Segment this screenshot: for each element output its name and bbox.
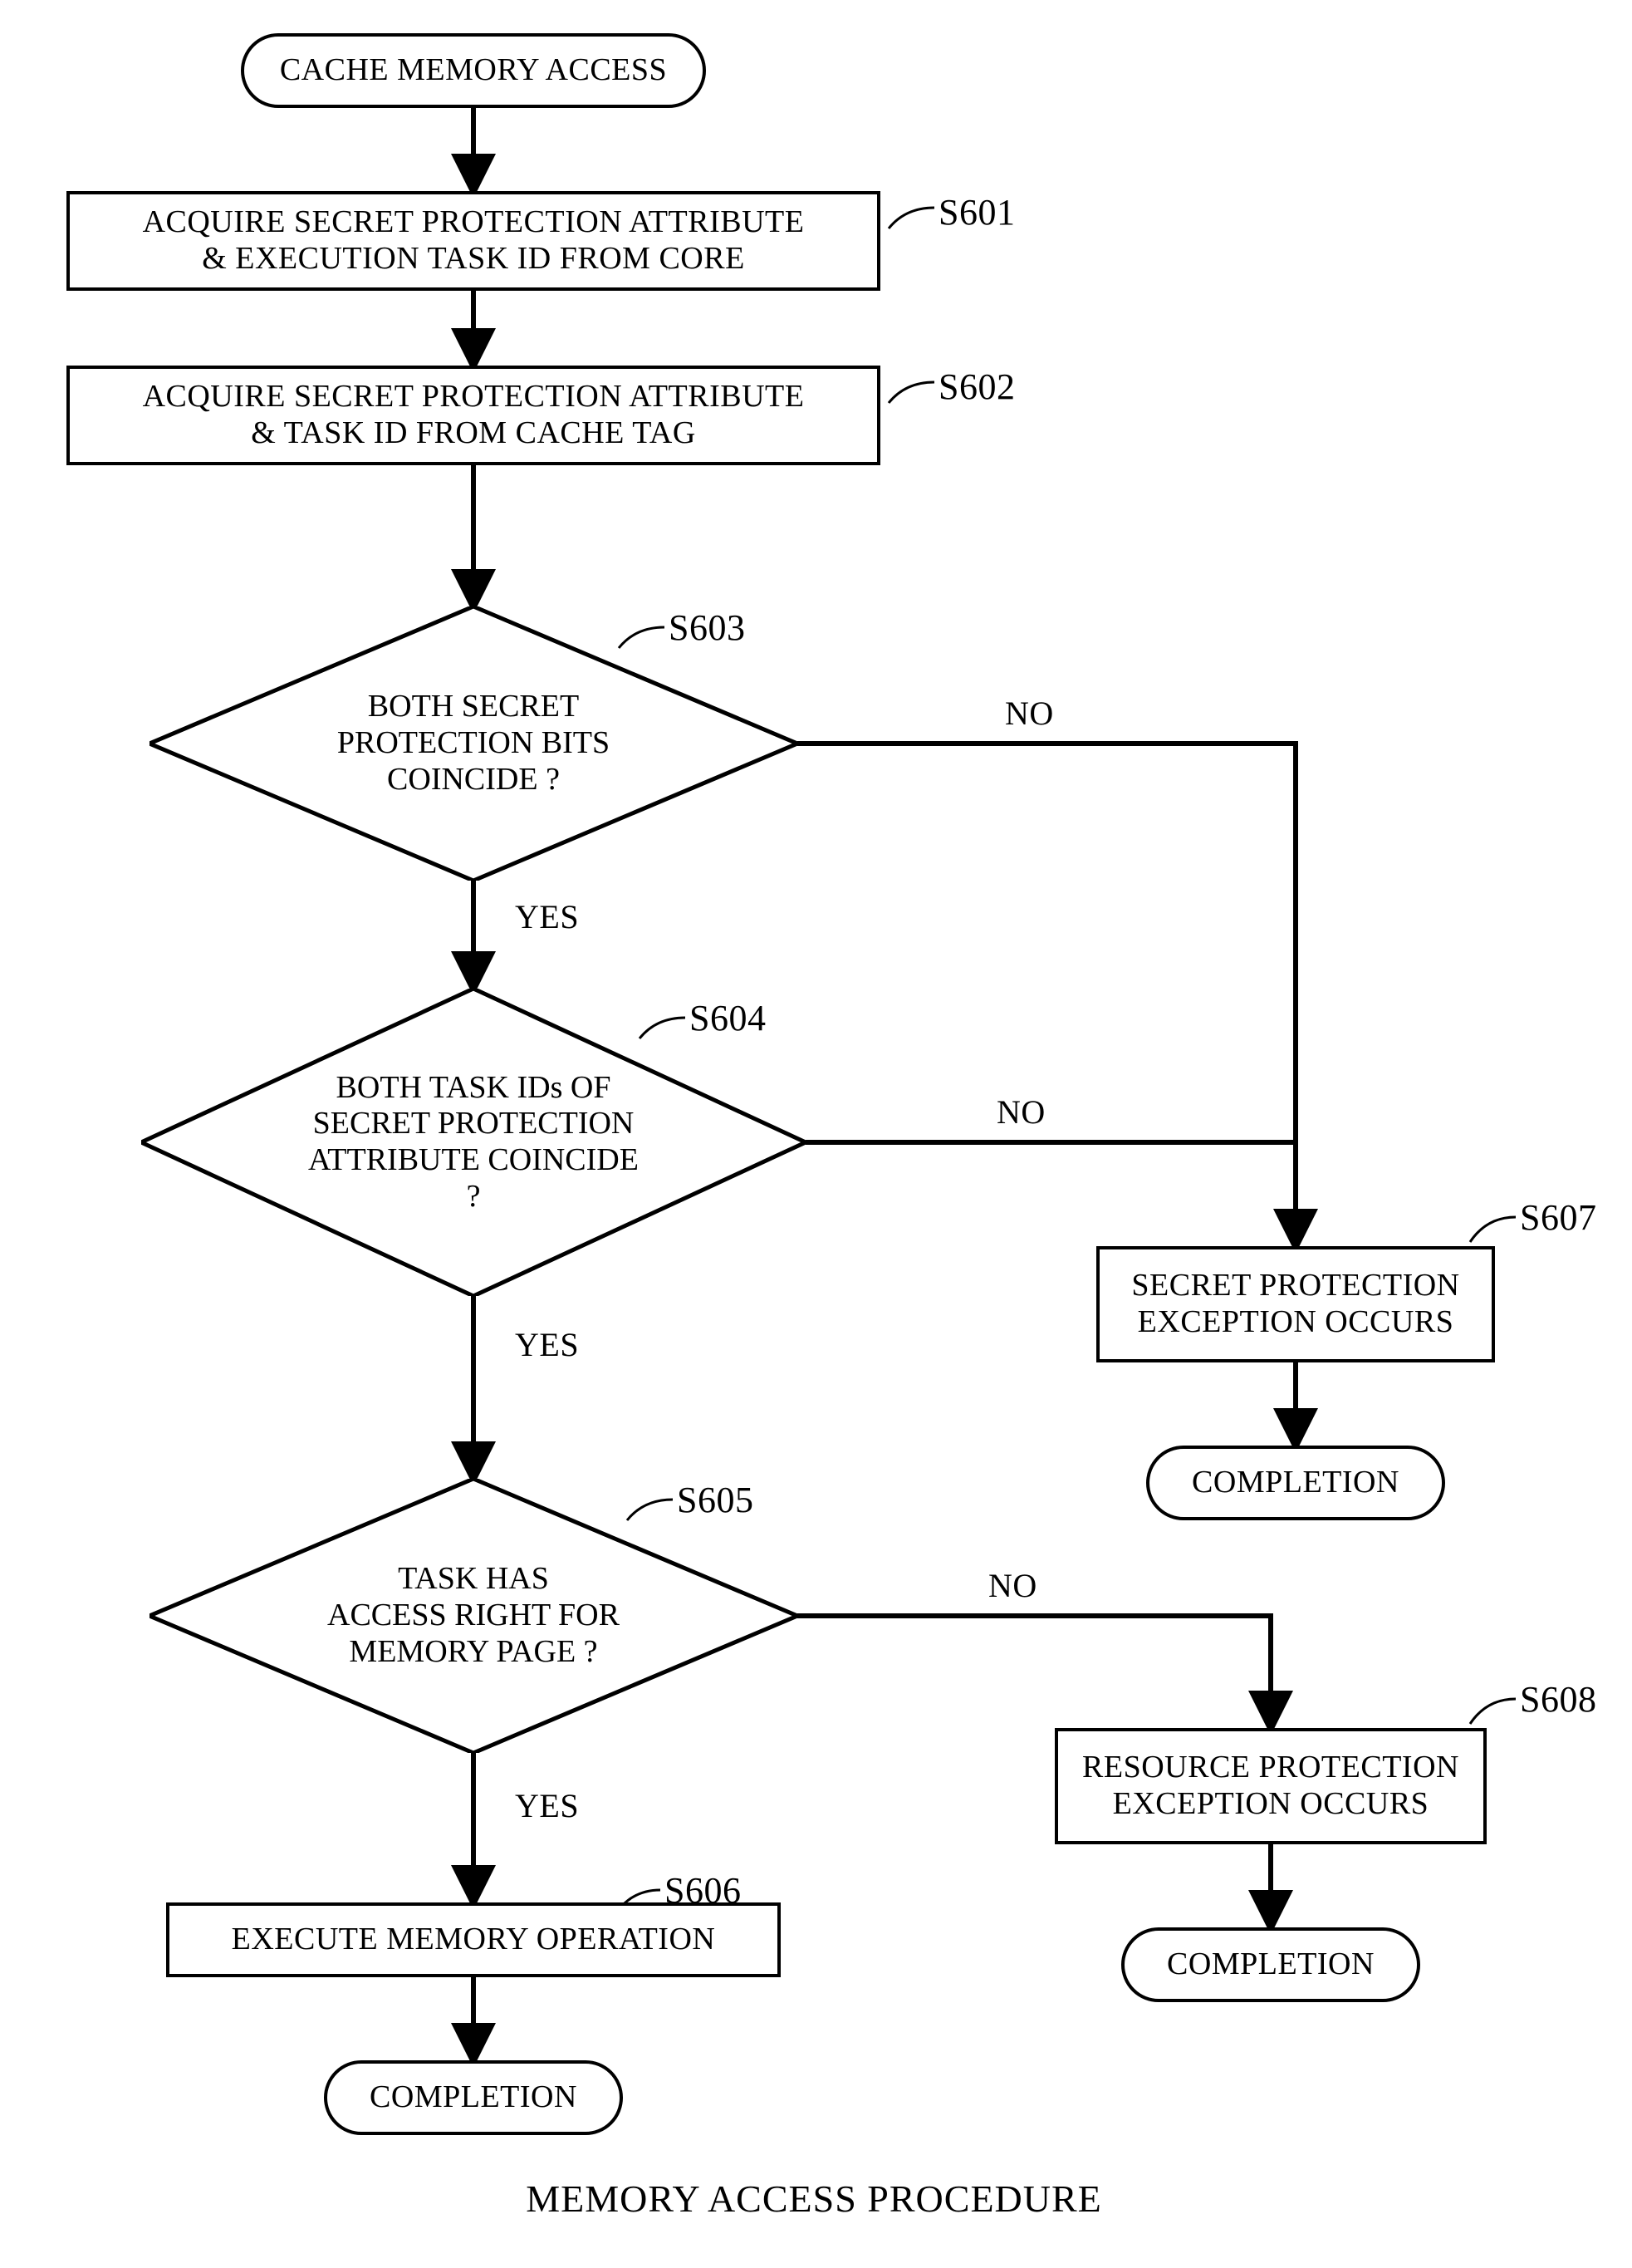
process-s606-text: EXECUTE MEMORY OPERATION (232, 1922, 716, 1958)
edge-label-no-604: NO (997, 1092, 1046, 1132)
decision-s604-text: BOTH TASK IDs OF SECRET PROTECTION ATTRI… (308, 1070, 639, 1215)
start-terminator: CACHE MEMORY ACCESS (241, 33, 706, 108)
step-label-s603: S603 (669, 606, 745, 649)
process-s601: ACQUIRE SECRET PROTECTION ATTRIBUTE & EX… (66, 191, 880, 291)
end3-text: COMPLETION (1167, 1946, 1375, 1983)
edge-label-yes-603: YES (515, 897, 579, 936)
end-terminator-3: COMPLETION (1121, 1927, 1420, 2002)
decision-s605-text: TASK HAS ACCESS RIGHT FOR MEMORY PAGE ? (327, 1561, 620, 1670)
edge-label-no-605: NO (988, 1566, 1037, 1605)
process-s608-text: RESOURCE PROTECTION EXCEPTION OCCURS (1082, 1750, 1459, 1822)
step-label-s607: S607 (1520, 1196, 1596, 1239)
process-s606: EXECUTE MEMORY OPERATION (166, 1902, 781, 1977)
step-label-s606: S606 (664, 1869, 741, 1912)
start-text: CACHE MEMORY ACCESS (280, 52, 667, 89)
process-s607: SECRET PROTECTION EXCEPTION OCCURS (1096, 1246, 1495, 1362)
step-label-s608: S608 (1520, 1678, 1596, 1721)
end2-text: COMPLETION (1192, 1465, 1399, 1501)
process-s608: RESOURCE PROTECTION EXCEPTION OCCURS (1055, 1728, 1487, 1844)
end1-text: COMPLETION (370, 2079, 577, 2116)
process-s607-text: SECRET PROTECTION EXCEPTION OCCURS (1131, 1268, 1459, 1340)
flowchart-canvas: CACHE MEMORY ACCESS ACQUIRE SECRET PROTE… (0, 0, 1632, 2268)
step-label-s602: S602 (939, 366, 1015, 408)
figure-caption: MEMORY ACCESS PROCEDURE (399, 2177, 1229, 2221)
process-s602-text: ACQUIRE SECRET PROTECTION ATTRIBUTE & TA… (143, 379, 805, 451)
end-terminator-2: COMPLETION (1146, 1446, 1445, 1520)
edge-label-no-603: NO (1005, 694, 1054, 733)
process-s601-text: ACQUIRE SECRET PROTECTION ATTRIBUTE & EX… (143, 204, 805, 277)
end-terminator-1: COMPLETION (324, 2060, 623, 2135)
step-label-s604: S604 (689, 997, 766, 1039)
decision-s603-text: BOTH SECRET PROTECTION BITS COINCIDE ? (337, 689, 610, 798)
edge-label-yes-604: YES (515, 1325, 579, 1364)
process-s602: ACQUIRE SECRET PROTECTION ATTRIBUTE & TA… (66, 366, 880, 465)
edge-label-yes-605: YES (515, 1786, 579, 1825)
step-label-s605: S605 (677, 1479, 753, 1521)
step-label-s601: S601 (939, 191, 1015, 233)
